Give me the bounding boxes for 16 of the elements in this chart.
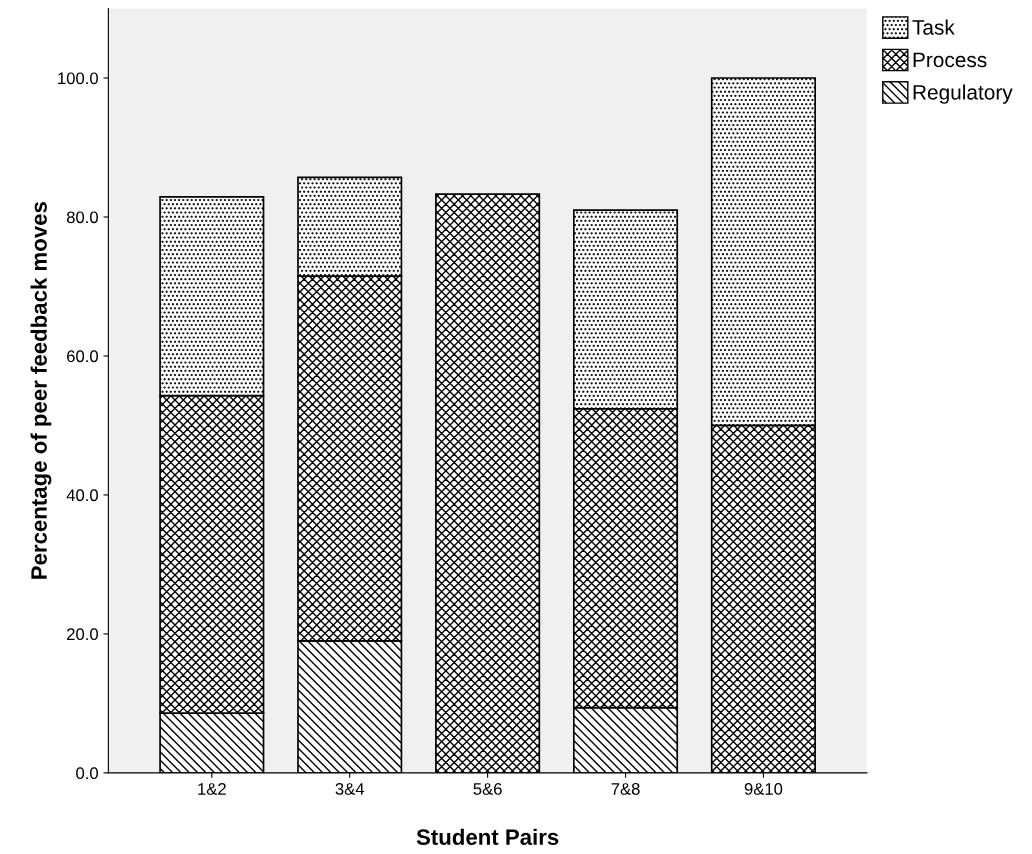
x-axis-title: Student Pairs (416, 828, 559, 846)
y-tick-label: 80.0 (66, 211, 98, 224)
y-axis-title: Percentage of peer feedback moves (30, 202, 52, 579)
x-tick-label: 5&6 (473, 783, 502, 795)
x-tick-label: 3&4 (335, 783, 365, 795)
y-tick-label: 100.0 (58, 72, 98, 85)
legend-label: Task (912, 19, 955, 35)
legend-label: Regulatory (913, 84, 1013, 104)
x-tick-label: 7&8 (611, 783, 640, 795)
y-tick-label: 20.0 (67, 628, 98, 641)
y-tick-label: 0.0 (76, 767, 98, 780)
x-tick-label: 1&2 (198, 783, 226, 795)
legend-label: Process (913, 52, 987, 68)
y-tick-label: 60.0 (67, 350, 98, 363)
x-tick-label: 9&10 (744, 783, 783, 795)
y-tick-label: 40.0 (66, 489, 98, 502)
